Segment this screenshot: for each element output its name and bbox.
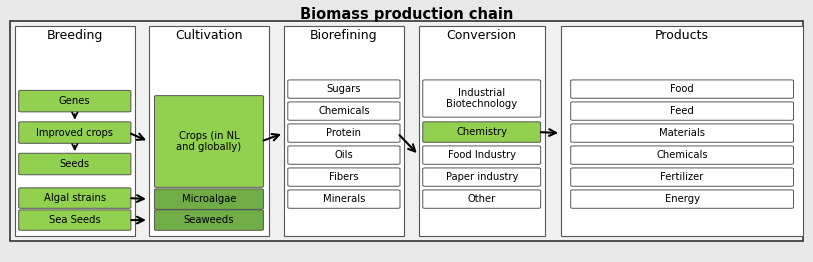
Text: Chemicals: Chemicals bbox=[656, 150, 708, 160]
Text: Biorefining: Biorefining bbox=[310, 29, 378, 42]
Text: Protein: Protein bbox=[326, 128, 362, 138]
Text: Chemistry: Chemistry bbox=[456, 127, 507, 137]
Text: Crops (in NL
and globally): Crops (in NL and globally) bbox=[176, 131, 241, 152]
FancyBboxPatch shape bbox=[423, 122, 541, 142]
Text: Cultivation: Cultivation bbox=[175, 29, 243, 42]
FancyBboxPatch shape bbox=[571, 168, 793, 186]
Text: Genes: Genes bbox=[59, 96, 90, 106]
FancyBboxPatch shape bbox=[154, 189, 263, 209]
FancyBboxPatch shape bbox=[571, 190, 793, 208]
FancyBboxPatch shape bbox=[571, 102, 793, 120]
Text: Materials: Materials bbox=[659, 128, 705, 138]
FancyBboxPatch shape bbox=[154, 96, 263, 187]
Bar bbox=[10, 21, 803, 241]
FancyBboxPatch shape bbox=[423, 146, 541, 164]
Text: Microalgae: Microalgae bbox=[181, 194, 237, 204]
Bar bbox=[284, 26, 404, 236]
Text: Breeding: Breeding bbox=[46, 29, 103, 42]
Text: Seaweeds: Seaweeds bbox=[184, 215, 234, 225]
Text: Improved crops: Improved crops bbox=[37, 128, 113, 138]
Text: Industrial
Biotechnology: Industrial Biotechnology bbox=[446, 88, 517, 109]
Text: Sugars: Sugars bbox=[327, 84, 361, 94]
Text: Biomass production chain: Biomass production chain bbox=[300, 7, 513, 21]
Text: Conversion: Conversion bbox=[446, 29, 517, 42]
Bar bbox=[561, 26, 803, 236]
Text: Energy: Energy bbox=[664, 194, 700, 204]
FancyBboxPatch shape bbox=[571, 80, 793, 98]
FancyBboxPatch shape bbox=[423, 190, 541, 208]
Bar bbox=[149, 26, 269, 236]
Text: Feed: Feed bbox=[670, 106, 694, 116]
FancyBboxPatch shape bbox=[19, 188, 131, 208]
FancyBboxPatch shape bbox=[154, 210, 263, 230]
Text: Food Industry: Food Industry bbox=[448, 150, 515, 160]
Text: Chemicals: Chemicals bbox=[318, 106, 370, 116]
FancyBboxPatch shape bbox=[423, 168, 541, 186]
Text: Other: Other bbox=[467, 194, 496, 204]
Text: Food: Food bbox=[670, 84, 694, 94]
Text: Minerals: Minerals bbox=[323, 194, 365, 204]
Text: Products: Products bbox=[655, 29, 709, 42]
Bar bbox=[15, 26, 135, 236]
FancyBboxPatch shape bbox=[19, 122, 131, 143]
Text: Paper industry: Paper industry bbox=[446, 172, 518, 182]
FancyBboxPatch shape bbox=[288, 146, 400, 164]
FancyBboxPatch shape bbox=[571, 146, 793, 164]
FancyBboxPatch shape bbox=[19, 90, 131, 112]
Text: Oils: Oils bbox=[334, 150, 354, 160]
Text: Fibers: Fibers bbox=[329, 172, 359, 182]
Text: Algal strains: Algal strains bbox=[44, 193, 106, 203]
FancyBboxPatch shape bbox=[571, 124, 793, 142]
Text: Seeds: Seeds bbox=[59, 159, 90, 169]
FancyBboxPatch shape bbox=[288, 190, 400, 208]
FancyBboxPatch shape bbox=[288, 168, 400, 186]
FancyBboxPatch shape bbox=[288, 124, 400, 142]
FancyBboxPatch shape bbox=[288, 102, 400, 120]
FancyBboxPatch shape bbox=[423, 80, 541, 117]
FancyBboxPatch shape bbox=[19, 153, 131, 175]
FancyBboxPatch shape bbox=[288, 80, 400, 98]
Bar bbox=[419, 26, 545, 236]
Text: Fertilizer: Fertilizer bbox=[660, 172, 704, 182]
Text: Sea Seeds: Sea Seeds bbox=[49, 215, 101, 225]
FancyBboxPatch shape bbox=[19, 210, 131, 230]
